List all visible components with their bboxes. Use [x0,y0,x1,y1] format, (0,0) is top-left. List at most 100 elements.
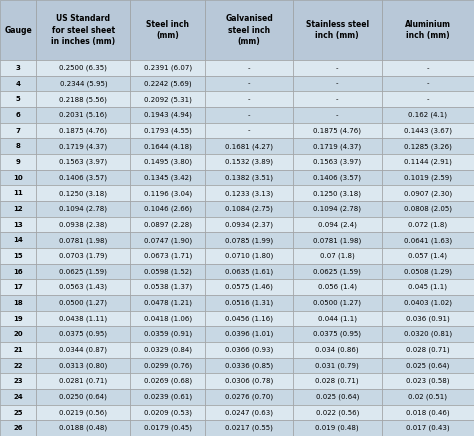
Text: 14: 14 [13,237,23,243]
Text: 0.1875 (4.76): 0.1875 (4.76) [313,127,361,134]
Text: -: - [336,81,338,87]
Bar [0,279,36,295]
Bar [293,342,382,358]
Text: 0.0478 (1.21): 0.0478 (1.21) [144,300,192,306]
Bar [293,170,382,185]
Text: 0.02 (0.51): 0.02 (0.51) [408,394,447,400]
Bar [293,154,382,170]
Bar [36,405,130,420]
Bar [382,170,474,185]
Text: 26: 26 [13,425,23,431]
Text: 0.1719 (4.37): 0.1719 (4.37) [59,143,108,150]
Bar [293,217,382,232]
Text: 0.0516 (1.31): 0.0516 (1.31) [225,300,273,306]
Bar [36,279,130,295]
Bar [293,139,382,154]
Bar [0,139,36,154]
Bar [205,311,293,327]
Text: 0.0250 (0.64): 0.0250 (0.64) [59,394,108,400]
Bar [36,232,130,248]
Bar [0,232,36,248]
Text: 0.0710 (1.80): 0.0710 (1.80) [225,253,273,259]
Bar [293,405,382,420]
Bar [0,185,36,201]
Bar [205,139,293,154]
Text: 19: 19 [13,316,23,322]
Bar [0,295,36,311]
Text: 8: 8 [16,143,21,149]
Text: 0.0276 (0.70): 0.0276 (0.70) [225,394,273,400]
Text: -: - [427,65,429,71]
Text: 0.0747 (1.90): 0.0747 (1.90) [144,237,192,243]
Text: 0.1719 (4.37): 0.1719 (4.37) [313,143,361,150]
Text: 0.1532 (3.89): 0.1532 (3.89) [225,159,273,165]
Bar [293,60,382,76]
Text: 6: 6 [16,112,21,118]
Bar [0,264,36,279]
Bar [382,358,474,373]
Bar [382,201,474,217]
Text: 0.031 (0.79): 0.031 (0.79) [315,362,359,369]
Text: -: - [427,81,429,87]
Text: 0.0538 (1.37): 0.0538 (1.37) [144,284,192,290]
Text: 0.1495 (3.80): 0.1495 (3.80) [144,159,192,165]
Bar [382,264,474,279]
Bar [130,420,205,436]
Bar [130,201,205,217]
Text: 12: 12 [13,206,23,212]
Bar [205,327,293,342]
Text: 9: 9 [16,159,21,165]
Text: 0.1144 (2.91): 0.1144 (2.91) [404,159,452,165]
Bar [293,107,382,123]
Text: 0.0375 (0.95): 0.0375 (0.95) [313,331,361,337]
Text: 0.0247 (0.63): 0.0247 (0.63) [225,409,273,416]
Bar [0,107,36,123]
Text: 0.0403 (1.02): 0.0403 (1.02) [404,300,452,306]
Bar [0,60,36,76]
Text: 0.0897 (2.28): 0.0897 (2.28) [144,221,192,228]
Bar [293,358,382,373]
Text: 0.0703 (1.79): 0.0703 (1.79) [59,253,108,259]
Bar [36,358,130,373]
Bar [205,170,293,185]
Text: 0.1943 (4.94): 0.1943 (4.94) [144,112,192,118]
Bar [205,248,293,264]
Bar [130,342,205,358]
Text: 5: 5 [16,96,21,102]
Text: 0.0508 (1.29): 0.0508 (1.29) [404,268,452,275]
Text: 15: 15 [13,253,23,259]
Text: 10: 10 [13,174,23,181]
Bar [205,107,293,123]
Bar [205,358,293,373]
Text: 0.0938 (2.38): 0.0938 (2.38) [59,221,108,228]
Text: 0.0366 (0.93): 0.0366 (0.93) [225,347,273,353]
Bar [36,154,130,170]
Text: Aluminium
inch (mm): Aluminium inch (mm) [405,20,451,40]
Bar [205,185,293,201]
Text: 0.162 (4.1): 0.162 (4.1) [408,112,447,118]
Text: 4: 4 [16,81,21,87]
Bar [382,420,474,436]
Text: 16: 16 [13,269,23,275]
Bar [382,139,474,154]
Bar [382,154,474,170]
Text: 0.0396 (1.01): 0.0396 (1.01) [225,331,273,337]
Text: 0.2391 (6.07): 0.2391 (6.07) [144,65,192,71]
Text: 0.044 (1.1): 0.044 (1.1) [318,315,357,322]
Bar [293,232,382,248]
Bar [0,154,36,170]
Text: 0.07 (1.8): 0.07 (1.8) [320,253,355,259]
Bar [382,60,474,76]
Text: 21: 21 [13,347,23,353]
Bar [382,279,474,295]
Text: 0.1875 (4.76): 0.1875 (4.76) [59,127,108,134]
Bar [130,123,205,139]
Text: 0.1019 (2.59): 0.1019 (2.59) [404,174,452,181]
Text: 0.0299 (0.76): 0.0299 (0.76) [144,362,192,369]
Text: 0.025 (0.64): 0.025 (0.64) [406,362,449,369]
Bar [0,76,36,92]
Text: 0.0598 (1.52): 0.0598 (1.52) [144,268,192,275]
Text: 11: 11 [13,190,23,196]
Text: 0.0281 (0.71): 0.0281 (0.71) [59,378,108,385]
Bar [130,154,205,170]
